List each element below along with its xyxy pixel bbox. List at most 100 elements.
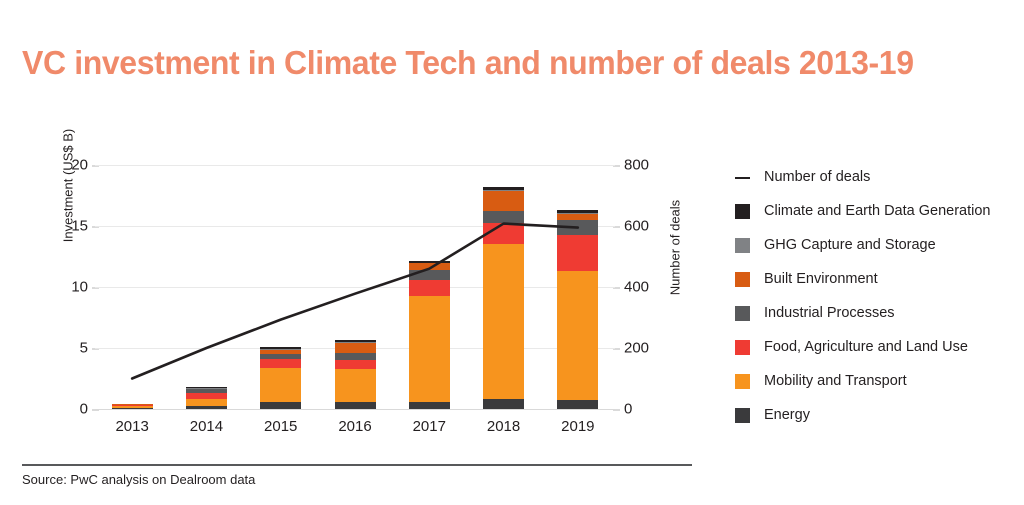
bar-segment [185, 388, 227, 390]
bar-segment [260, 349, 302, 355]
bar-segment [185, 389, 227, 393]
legend-swatch-icon [735, 305, 750, 321]
x-tick-2019: 2019 [561, 418, 595, 435]
bar-segment [334, 360, 376, 369]
bar-segment [483, 186, 525, 191]
x-tick-2016: 2016 [338, 418, 372, 435]
legend-swatch-icon [735, 237, 750, 253]
bar-segment [111, 404, 153, 406]
legend-item-label: Industrial Processes [764, 305, 895, 321]
bar-segment [111, 405, 153, 408]
y-left-tick-10: 10 [71, 278, 99, 296]
bar-segment [185, 392, 227, 400]
bar-segment [557, 235, 599, 272]
page-title: VC investment in Climate Tech and number… [22, 44, 914, 81]
legend-item-5[interactable]: Food, Agriculture and Land Use [735, 330, 1020, 364]
legend-item-label: Number of deals [764, 169, 871, 185]
gridline-20 [95, 165, 615, 166]
bar-segment [557, 210, 599, 213]
legend-swatch-icon [735, 271, 750, 287]
legend-item-6[interactable]: Mobility and Transport [735, 364, 1020, 398]
y-right-tick-400: 400 [612, 278, 650, 296]
legend-item-label: Mobility and Transport [764, 373, 907, 389]
legend-item-2[interactable]: GHG Capture and Storage [735, 228, 1020, 262]
bar-segment [260, 402, 302, 409]
source-note: Source: PwC analysis on Dealroom data [22, 472, 256, 487]
legend-item-3[interactable]: Built Environment [735, 262, 1020, 296]
bar-segment [334, 352, 376, 361]
table-row[interactable] [557, 210, 599, 409]
bar-segment [483, 243, 525, 400]
y-axis-left-ticks: 0 5 10 15 20 [42, 157, 100, 418]
bar-segment [557, 219, 599, 236]
legend-swatch-icon [735, 203, 750, 219]
bar-segment [260, 359, 302, 368]
bar-segment [334, 342, 376, 353]
chart-legend: Number of deals Climate and Earth Data Ge… [735, 160, 1020, 432]
x-tick-2018: 2018 [486, 418, 521, 435]
bar-segment [111, 407, 153, 409]
legend-item-label: Food, Agriculture and Land Use [764, 339, 968, 355]
bar-segment [408, 280, 450, 297]
legend-item-0[interactable]: Number of deals [735, 160, 1020, 194]
legend-item-1[interactable]: Climate and Earth Data Generation [735, 194, 1020, 228]
x-tick-2017: 2017 [412, 418, 446, 435]
y-axis-right-ticks: 0 200 400 600 800 [612, 157, 670, 418]
bar-segment [483, 210, 525, 223]
x-axis-ticks: 2013 2014 2015 2016 2017 2018 2019 [95, 418, 615, 440]
y-left-tick-5: 5 [79, 339, 100, 357]
y-right-tick-0: 0 [612, 400, 633, 418]
bar-segment [111, 403, 153, 405]
table-row[interactable] [185, 387, 227, 409]
gridline-15 [95, 226, 615, 227]
bar-segment [408, 260, 450, 263]
y-right-tick-200: 200 [612, 339, 650, 357]
y-left-tick-0: 0 [79, 400, 100, 418]
y-left-tick-15: 15 [71, 217, 99, 235]
bar-segment [334, 340, 376, 342]
legend-line-icon [735, 170, 750, 185]
legend-item-4[interactable]: Industrial Processes [735, 296, 1020, 330]
x-tick-2013: 2013 [115, 418, 149, 435]
bar-segment [557, 213, 599, 220]
table-row[interactable] [111, 403, 153, 409]
legend-swatch-icon [735, 339, 750, 355]
gridline-0 [95, 409, 615, 410]
legend-item-label: GHG Capture and Storage [764, 237, 936, 253]
legend-swatch-icon [735, 407, 750, 423]
legend-item-label: Built Environment [764, 271, 878, 287]
bar-segment [408, 269, 450, 281]
bar-segment [483, 190, 525, 192]
bar-segment [260, 354, 302, 359]
bar-segment [185, 387, 227, 389]
bar-segment [408, 402, 450, 409]
plot-area [95, 165, 615, 410]
table-row[interactable] [483, 186, 525, 409]
table-row[interactable] [334, 340, 376, 409]
bar-segment [408, 296, 450, 403]
bar-segment [334, 368, 376, 403]
legend-item-label: Climate and Earth Data Generation [764, 203, 991, 219]
bar-segment [483, 191, 525, 211]
table-row[interactable] [408, 260, 450, 409]
legend-item-7[interactable]: Energy [735, 398, 1020, 432]
x-tick-2015: 2015 [264, 418, 298, 435]
bar-segment [185, 399, 227, 406]
legend-swatch-icon [735, 373, 750, 389]
legend-item-label: Energy [764, 407, 810, 423]
bar-segment [483, 222, 525, 244]
y-right-tick-800: 800 [612, 156, 650, 174]
y-right-tick-600: 600 [612, 217, 650, 235]
y-left-tick-20: 20 [71, 156, 99, 174]
x-tick-2014: 2014 [189, 418, 224, 435]
gridline-10 [95, 287, 615, 288]
bar-segment [557, 212, 599, 214]
bar-segment [557, 271, 599, 401]
bar-segment [185, 405, 227, 409]
bar-segment [334, 402, 376, 409]
bar-segment [260, 347, 302, 350]
bar-segment [260, 367, 302, 403]
bar-segment [557, 400, 599, 409]
table-row[interactable] [260, 347, 302, 409]
